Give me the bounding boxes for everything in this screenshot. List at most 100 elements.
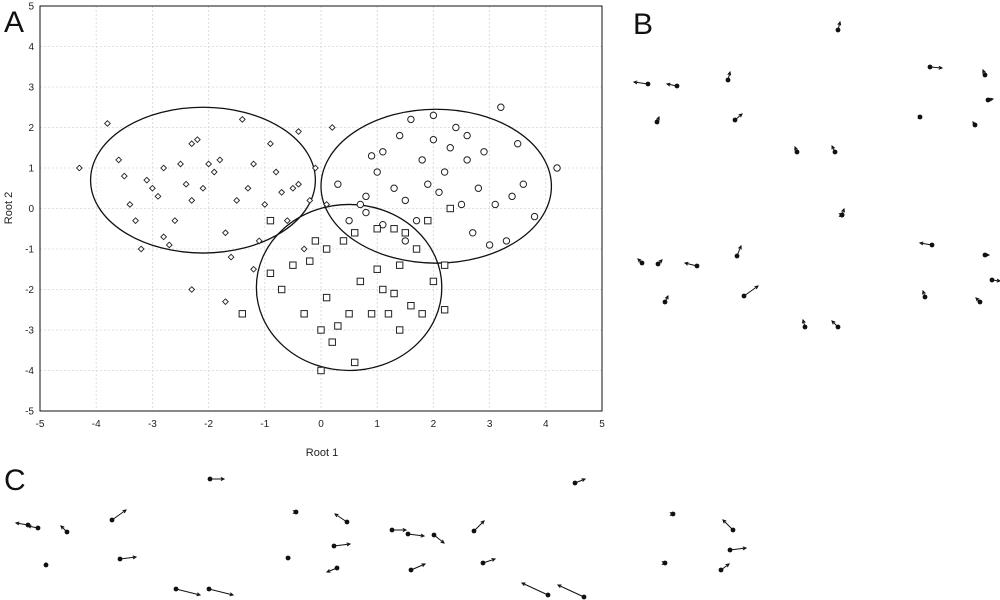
vector-head [841,207,845,213]
vector-marker [741,285,759,299]
vector-marker [408,563,427,573]
circle-point [519,180,528,188]
vector-head [346,542,352,547]
vector-shaft [929,66,943,69]
square-point [289,261,297,269]
square-point [266,269,275,278]
vector-head [44,561,48,567]
diamond-point [148,184,156,192]
circle-point [362,192,370,201]
vector-marker [632,80,651,87]
circle-point [407,115,415,124]
vector-marker [727,546,748,553]
vector-marker [718,563,730,573]
circle-point [491,200,499,209]
diamond-point [137,245,145,253]
diamond-point [193,136,201,144]
vector-head [982,68,986,74]
panel-label-b: B [633,8,653,41]
diamond-point [104,120,111,127]
vector-marker [471,520,485,534]
x-tick-label: 4 [543,419,549,430]
diamond-point [171,217,179,225]
vector-shaft [734,113,743,121]
vector-head [480,520,485,525]
square-point [306,257,314,265]
circle-point [362,208,370,217]
vector-head [420,533,426,538]
square-point [440,261,449,269]
vector-head [122,509,127,514]
vector-shaft [27,525,39,529]
square-point [367,310,376,318]
vector-shaft [574,478,586,484]
square-point [356,277,365,286]
square-point [317,326,325,334]
vector-head [556,584,562,589]
vector-marker [655,259,663,267]
vector-head [975,297,980,302]
vector-marker [389,527,408,533]
vector-head [334,513,339,518]
vector-marker [60,525,70,535]
vector-marker [285,555,292,561]
vector-marker [918,241,935,248]
square-point [384,310,393,318]
circle-point [373,168,381,176]
y-tick-label: -4 [25,366,34,377]
vector-marker [207,476,226,482]
circle-point [418,156,426,164]
circle-point [463,131,471,140]
vector-marker [520,582,551,598]
vector-head [801,318,806,324]
vector-marker [982,252,991,258]
square-point [300,310,308,318]
circle-point [440,168,449,176]
vector-marker [26,524,41,531]
y-tick-label: -2 [25,285,34,296]
vector-head [664,294,669,300]
vector-head [661,561,667,565]
diamond-point [295,128,302,135]
circle-point [508,192,516,201]
vector-shaft [326,567,338,573]
x-tick-label: -5 [36,419,45,430]
square-point [407,302,415,310]
vector-shaft [633,81,649,85]
vector-head [60,525,65,530]
x-tick-label: 5 [599,419,605,430]
diamond-point [188,196,196,204]
diamond-point [143,176,151,184]
circle-point [390,184,398,192]
vector-marker [985,97,995,103]
vector-marker [665,82,680,89]
circle-point [480,148,488,156]
square-point [339,237,348,245]
vector-marker [325,565,340,573]
axis-ticks: -5 -4 -3 -2 -1 0 1 2 3 4 5 -5 -4 -3 -2 -1 0 1 2 3 4 5 [25,2,605,431]
vector-head [738,113,743,118]
y-tick-label: -5 [25,407,34,418]
diamond-point [289,184,297,192]
vector-marker [972,121,978,128]
vector-marker [683,261,700,269]
square-point [379,285,387,294]
vector-head [656,115,660,121]
vector-marker [975,297,983,305]
diamond-point [283,217,291,225]
x-tick-label: 1 [374,419,380,430]
vector-marker [661,560,668,566]
diamond-point [278,188,286,196]
vector-shaft [208,588,234,596]
vector-head [491,558,497,562]
vector-head [922,289,926,295]
vector-head [722,519,727,524]
diamond-point [255,237,263,245]
confidence-ellipse [320,108,553,264]
x-tick-label: -1 [260,419,269,430]
circle-point [401,196,409,205]
vector-marker [927,64,944,70]
diamond-point [188,140,196,148]
x-tick-label: -2 [204,419,213,430]
square-point [322,245,331,253]
